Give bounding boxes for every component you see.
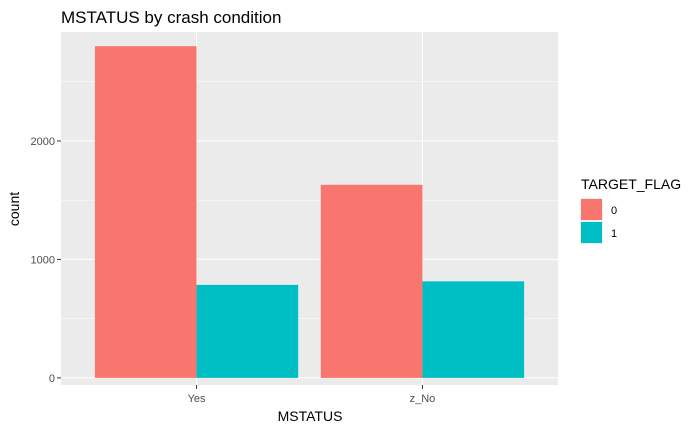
y-tick-label: 1000 bbox=[31, 254, 55, 266]
legend-key-swatch bbox=[581, 222, 602, 243]
legend: TARGET_FLAG 0 1 bbox=[580, 176, 681, 244]
bars bbox=[94, 46, 525, 378]
legend-title: TARGET_FLAG bbox=[581, 176, 681, 192]
y-tick-label: 2000 bbox=[31, 136, 55, 148]
y-axis-ticks: 0 1000 2000 bbox=[31, 136, 61, 385]
x-tick-label: z_No bbox=[410, 393, 436, 405]
bar-yes-flag-0 bbox=[94, 46, 197, 378]
legend-key-swatch bbox=[581, 199, 602, 220]
bar-z-no-flag-0 bbox=[320, 184, 423, 378]
x-axis-ticks: Yes z_No bbox=[188, 385, 436, 405]
bar-z-no-flag-1 bbox=[422, 281, 525, 378]
legend-label: 0 bbox=[611, 205, 617, 217]
bar-yes-flag-1 bbox=[196, 284, 299, 378]
x-axis-title: MSTATUS bbox=[278, 408, 343, 424]
legend-label: 1 bbox=[611, 228, 617, 240]
y-axis-title: count bbox=[6, 192, 22, 226]
chart-title: MSTATUS by crash condition bbox=[61, 8, 281, 27]
y-tick-label: 0 bbox=[49, 373, 55, 385]
x-tick-label: Yes bbox=[188, 393, 206, 405]
